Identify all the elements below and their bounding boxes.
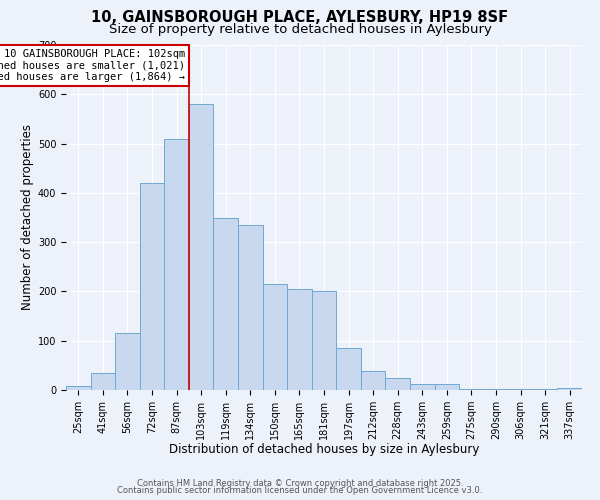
Bar <box>66 386 91 390</box>
Bar <box>214 218 238 390</box>
Bar <box>238 225 263 390</box>
Bar <box>91 373 115 390</box>
Bar <box>287 289 312 390</box>
Text: 10 GAINSBOROUGH PLACE: 102sqm
← 35% of detached houses are smaller (1,021)
64% o: 10 GAINSBOROUGH PLACE: 102sqm ← 35% of d… <box>0 49 185 82</box>
Bar <box>484 389 508 390</box>
Bar <box>140 183 164 390</box>
Text: Size of property relative to detached houses in Aylesbury: Size of property relative to detached ho… <box>109 22 491 36</box>
Bar <box>263 284 287 390</box>
Bar <box>410 384 434 390</box>
Bar <box>336 348 361 390</box>
Bar <box>164 138 189 390</box>
Bar <box>361 372 385 390</box>
Text: Contains HM Land Registry data © Crown copyright and database right 2025.: Contains HM Land Registry data © Crown c… <box>137 478 463 488</box>
X-axis label: Distribution of detached houses by size in Aylesbury: Distribution of detached houses by size … <box>169 444 479 456</box>
Bar <box>533 389 557 390</box>
Bar <box>557 388 582 390</box>
Bar <box>434 384 459 390</box>
Text: Contains public sector information licensed under the Open Government Licence v3: Contains public sector information licen… <box>118 486 482 495</box>
Bar <box>312 292 336 390</box>
Bar <box>189 104 214 390</box>
Bar <box>385 378 410 390</box>
Bar <box>508 389 533 390</box>
Bar <box>459 389 484 390</box>
Y-axis label: Number of detached properties: Number of detached properties <box>20 124 34 310</box>
Text: 10, GAINSBOROUGH PLACE, AYLESBURY, HP19 8SF: 10, GAINSBOROUGH PLACE, AYLESBURY, HP19 … <box>91 10 509 25</box>
Bar <box>115 334 140 390</box>
